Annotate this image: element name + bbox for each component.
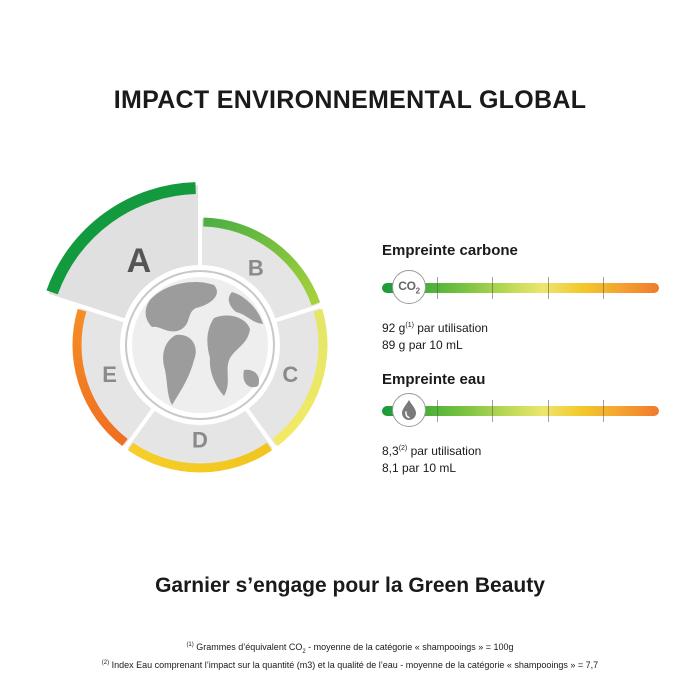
scale-tick <box>603 277 604 299</box>
scale-tick <box>437 400 438 422</box>
grade-letter-a: A <box>127 242 152 280</box>
grade-ring-b <box>203 217 321 306</box>
water-values: 8,3(2) par utilisation 8,1 par 10 mL <box>382 440 481 477</box>
grade-letter-c: C <box>282 362 298 387</box>
carbon-scale-bar: CO2 <box>382 268 662 308</box>
carbon-values: 92 g(1) par utilisation 89 g par 10 mL <box>382 317 488 354</box>
water-per-10ml: 8,1 par 10 mL <box>382 461 457 475</box>
scale-tick <box>437 277 438 299</box>
grade-ring-d <box>127 442 273 473</box>
carbon-per-10ml: 89 g par 10 mL <box>382 338 463 352</box>
grade-letter-e: E <box>102 362 117 387</box>
grade-ring-a <box>46 182 196 295</box>
carbon-gradient <box>382 283 659 293</box>
footnote-2: (2) Index Eau comprenant l’impact sur la… <box>101 660 599 670</box>
page-title: IMPACT ENVIRONNEMENTAL GLOBAL <box>113 86 587 114</box>
water-per-use: 8,3(2) par utilisation <box>382 444 482 458</box>
carbon-per-use: 92 g(1) par utilisation <box>382 321 488 335</box>
scale-tick <box>548 400 549 422</box>
water-drop-icon <box>392 393 426 427</box>
carbon-title: Empreinte carbone <box>382 242 518 259</box>
water-title: Empreinte eau <box>382 371 486 388</box>
scale-tick <box>548 277 549 299</box>
scale-tick <box>492 400 493 422</box>
grade-ring-c <box>272 309 328 447</box>
slogan: Garnier s’engage pour la Green Beauty <box>155 574 545 597</box>
grade-letter-d: D <box>192 428 208 453</box>
globe-icon <box>120 265 280 425</box>
grade-letter-b: B <box>248 256 264 281</box>
grade-ring-e <box>72 309 128 447</box>
footnote-1: (1) Grammes d’équivalent CO2 - moyenne d… <box>186 642 514 655</box>
water-scale-bar <box>382 391 662 431</box>
scale-tick <box>492 277 493 299</box>
scale-tick <box>603 400 604 422</box>
water-gradient <box>382 406 659 416</box>
co2-icon: CO2 <box>392 270 426 304</box>
